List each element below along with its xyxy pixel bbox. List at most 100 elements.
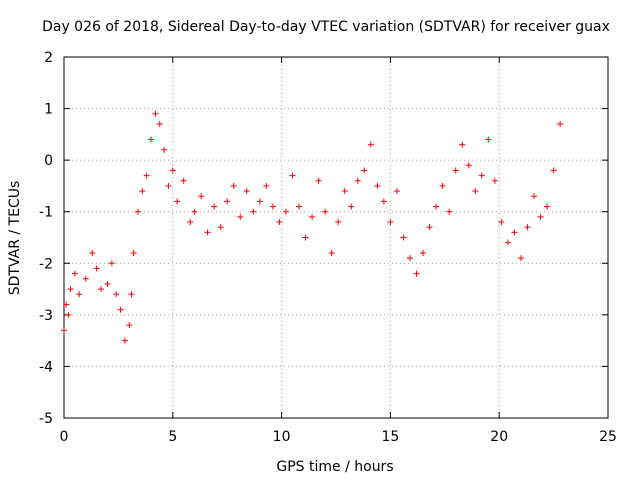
data-point xyxy=(393,188,400,195)
data-point xyxy=(557,121,564,128)
x-tick-label: 25 xyxy=(599,429,617,445)
data-point xyxy=(191,208,198,215)
x-tick-label: 5 xyxy=(168,429,177,445)
data-point xyxy=(531,193,538,200)
data-point xyxy=(354,177,361,184)
data-point xyxy=(472,188,479,195)
data-point xyxy=(61,327,67,334)
data-point xyxy=(243,188,250,195)
data-point xyxy=(128,291,135,298)
data-point xyxy=(152,110,159,117)
data-point xyxy=(348,203,355,210)
data-point xyxy=(498,219,505,226)
chart-title: Day 026 of 2018, Sidereal Day-to-day VTE… xyxy=(42,19,610,35)
data-point xyxy=(511,229,518,236)
data-point xyxy=(97,286,104,293)
y-tick-label: 2 xyxy=(44,50,53,66)
x-axis-label: GPS time / hours xyxy=(276,459,393,475)
data-point xyxy=(256,198,263,205)
data-point xyxy=(504,239,511,246)
data-point xyxy=(204,229,211,236)
y-tick-label: -4 xyxy=(39,359,53,375)
data-point xyxy=(335,219,342,226)
data-point xyxy=(89,249,96,256)
x-tick-label: 15 xyxy=(381,429,399,445)
data-point xyxy=(130,249,137,256)
data-point xyxy=(406,255,413,262)
data-point xyxy=(452,167,459,174)
data-point xyxy=(524,224,531,231)
data-point xyxy=(263,182,270,189)
data-point xyxy=(169,167,176,174)
data-point xyxy=(537,213,544,220)
data-point xyxy=(367,141,374,148)
y-tick-label: -1 xyxy=(39,205,53,221)
plot-frame xyxy=(63,56,609,419)
data-point xyxy=(211,203,218,210)
data-point xyxy=(374,182,381,189)
data-point xyxy=(224,198,231,205)
data-point xyxy=(387,219,394,226)
data-point xyxy=(446,208,453,215)
data-point xyxy=(108,260,115,267)
data-point xyxy=(459,141,466,148)
data-point xyxy=(217,224,224,231)
data-point xyxy=(198,193,205,200)
data-point xyxy=(341,188,348,195)
data-point xyxy=(420,249,427,256)
data-point xyxy=(63,301,70,308)
data-point xyxy=(126,322,133,329)
data-point xyxy=(76,291,83,298)
data-point xyxy=(180,177,187,184)
data-point xyxy=(413,270,420,277)
grid xyxy=(64,57,608,418)
data-point xyxy=(544,203,551,210)
data-point xyxy=(400,234,407,241)
data-point xyxy=(269,203,276,210)
data-point xyxy=(67,286,74,293)
x-tick-label: 0 xyxy=(60,429,69,445)
y-tick-label: -3 xyxy=(39,308,53,324)
y-tick-label: -2 xyxy=(39,256,53,272)
data-point xyxy=(134,208,141,215)
data-point xyxy=(82,275,89,282)
x-tick-label: 20 xyxy=(490,429,508,445)
data-point xyxy=(328,249,335,256)
data-point xyxy=(143,172,150,179)
data-point xyxy=(71,270,78,277)
x-tick-label: 10 xyxy=(273,429,291,445)
data-point xyxy=(517,255,524,262)
data-point xyxy=(187,219,194,226)
data-point xyxy=(161,146,168,153)
data-point xyxy=(361,167,368,174)
data-point xyxy=(230,182,237,189)
data-point xyxy=(465,162,472,169)
data-point xyxy=(250,208,257,215)
data-point xyxy=(315,177,322,184)
data-point xyxy=(289,172,296,179)
data-point xyxy=(296,203,303,210)
data-points xyxy=(61,110,564,344)
data-point xyxy=(309,213,316,220)
data-point xyxy=(302,234,309,241)
data-point xyxy=(156,121,163,128)
data-point xyxy=(174,198,181,205)
data-point xyxy=(478,172,485,179)
data-point xyxy=(433,203,440,210)
data-point xyxy=(121,337,128,344)
data-point xyxy=(148,136,155,143)
data-point xyxy=(237,213,244,220)
y-tick-label: 0 xyxy=(44,153,53,169)
x-axis-ticks: 0 5 10 15 20 25 xyxy=(60,57,617,445)
data-point xyxy=(439,182,446,189)
y-axis-label: SDTVAR / TECUs xyxy=(7,181,23,296)
y-axis-ticks: 2 1 0 -1 -2 -3 -4 -5 xyxy=(39,50,608,427)
data-point xyxy=(322,208,329,215)
y-tick-label: 1 xyxy=(44,102,53,118)
data-point xyxy=(104,280,111,287)
data-point xyxy=(65,311,72,318)
data-point xyxy=(113,291,120,298)
data-point xyxy=(139,188,146,195)
data-point xyxy=(485,136,492,143)
